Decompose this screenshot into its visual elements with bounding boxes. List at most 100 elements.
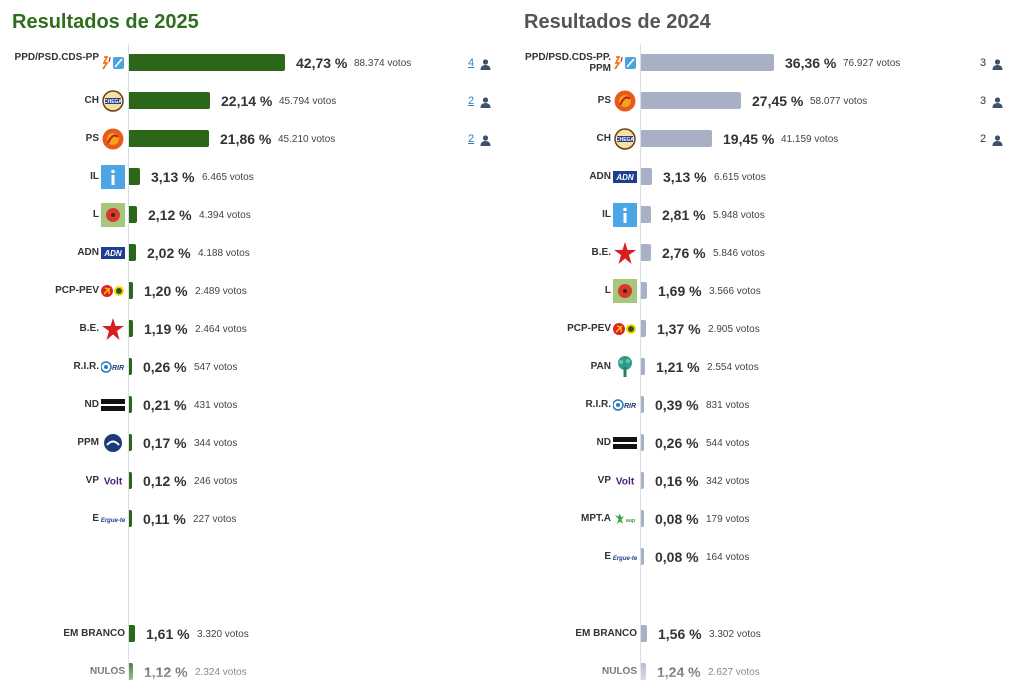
party-name: PCP-PEV — [567, 323, 611, 334]
result-row-e: E Ergue-te 0,11 % 227 votos — [0, 505, 500, 533]
livre-logo — [613, 279, 637, 303]
votes-label: 5.948 votos — [713, 210, 765, 221]
chega-logo: CHEGA — [613, 127, 637, 151]
result-row-b-e: B.E. 1,19 % 2.464 votos — [0, 315, 500, 343]
result-bar — [641, 282, 647, 299]
result-row-pan: PAN 1,21 % 2.554 votos — [512, 353, 1012, 381]
party-name: CH — [596, 133, 611, 144]
percentage-label: 0,39 % — [655, 397, 699, 413]
result-bar — [641, 396, 644, 413]
result-row-adn: ADN ADN 2,02 % 4.188 votos — [0, 239, 500, 267]
be-logo — [613, 241, 637, 265]
ppm-logo — [101, 431, 125, 455]
result-row-il: IL 3,13 % 6.465 votos — [0, 163, 500, 191]
result-row-l: L 2,12 % 4.394 votos — [0, 201, 500, 229]
percentage-label: 1,37 % — [657, 321, 701, 337]
percentage-label: 27,45 % — [752, 93, 804, 109]
result-bar — [129, 206, 137, 223]
results-2025-panel: Resultados de 2025 PPD/PSD.CDS-PP 42,73 %… — [0, 0, 500, 680]
percentage-label: 1,21 % — [656, 359, 700, 375]
votes-label: 246 votos — [194, 476, 238, 487]
seats-count: 2 — [980, 133, 987, 145]
result-row-ppd-psd-cds-pp: PPD/PSD.CDS-PP 42,73 % 88.374 votos 4 — [0, 49, 500, 77]
result-bar — [641, 92, 741, 109]
party-name: IL — [602, 209, 611, 220]
party-name: VP — [597, 475, 611, 486]
percentage-label: 2,12 % — [148, 207, 192, 223]
votes-label: 5.846 votos — [713, 248, 765, 259]
votes-label: 4.394 votos — [199, 210, 251, 221]
chega-logo: CHEGA — [101, 89, 125, 113]
ps-logo — [101, 127, 125, 151]
pan-logo — [613, 355, 637, 379]
seats-count[interactable]: 2 — [468, 95, 475, 107]
percentage-label: 0,17 % — [143, 435, 187, 451]
result-row-pcp-pev: PCP-PEV 1,37 % 2.905 votos — [512, 315, 1012, 343]
percentage-label: 0,08 % — [655, 511, 699, 527]
result-bar — [129, 663, 133, 680]
result-bar — [641, 168, 652, 185]
seat-person-icon — [480, 57, 491, 70]
percentage-label: 0,12 % — [143, 473, 187, 489]
mpt-logo: aap — [613, 507, 637, 531]
votes-label: 544 votos — [706, 438, 750, 449]
percentage-label: 0,08 % — [655, 549, 699, 565]
party-name: NULOS — [602, 666, 637, 677]
party-name: L — [92, 209, 99, 220]
nd-logo — [101, 393, 125, 417]
livre-logo — [101, 203, 125, 227]
svg-text:ADN: ADN — [103, 249, 122, 258]
percentage-label: 0,11 % — [143, 511, 186, 527]
percentage-label: 0,16 % — [655, 473, 699, 489]
votes-label: 45.794 votos — [279, 96, 337, 107]
result-bar — [129, 92, 210, 109]
result-bar — [641, 663, 646, 680]
party-name: B.E. — [79, 323, 99, 334]
votes-label: 3.320 votos — [197, 629, 249, 640]
result-row-r-i-r: R.I.R. RIR 0,39 % 831 votos — [512, 391, 1012, 419]
party-name: ND — [596, 437, 611, 448]
result-row-nd: ND 0,26 % 544 votos — [512, 429, 1012, 457]
percentage-label: 1,12 % — [144, 664, 188, 680]
result-row-nulos: NULOS 1,12 % 2.324 votos — [0, 658, 500, 686]
percentage-label: 22,14 % — [221, 93, 273, 109]
party-name: EM BRANCO — [575, 628, 637, 639]
result-row-ps: PS 21,86 % 45.210 votos 2 — [0, 125, 500, 153]
cdu-logo — [613, 317, 637, 341]
party-name: ADN — [77, 247, 99, 258]
votes-label: 227 votos — [193, 514, 237, 525]
il-logo — [101, 165, 125, 189]
party-name: L — [604, 285, 611, 296]
result-bar — [641, 244, 651, 261]
votes-label: 76.927 votos — [843, 58, 901, 69]
result-row-b-e: B.E. 2,76 % 5.846 votos — [512, 239, 1012, 267]
votes-label: 342 votos — [706, 476, 750, 487]
percentage-label: 2,02 % — [147, 245, 191, 261]
svg-text:ADN: ADN — [615, 173, 634, 182]
percentage-label: 0,26 % — [143, 359, 187, 375]
result-row-ppm: PPM 0,17 % 344 votos — [0, 429, 500, 457]
votes-label: 2.324 votos — [195, 667, 247, 678]
result-row-nd: ND 0,21 % 431 votos — [0, 391, 500, 419]
seats-count[interactable]: 4 — [468, 57, 475, 69]
baseline-axis — [128, 44, 129, 680]
result-bar — [641, 130, 712, 147]
percentage-label: 0,21 % — [143, 397, 187, 413]
votes-label: 2.464 votos — [195, 324, 247, 335]
votes-label: 2.489 votos — [195, 286, 247, 297]
svg-text:RIR: RIR — [112, 365, 124, 372]
baseline-axis — [640, 44, 641, 680]
cdu-logo — [101, 279, 125, 303]
party-name: ADN — [589, 171, 611, 182]
percentage-label: 36,36 % — [785, 55, 837, 71]
result-row-vp: VP Volt 0,12 % 246 votos — [0, 467, 500, 495]
percentage-label: 2,76 % — [662, 245, 706, 261]
result-row-pcp-pev: PCP-PEV 1,20 % 2.489 votos — [0, 277, 500, 305]
votes-label: 164 votos — [706, 552, 750, 563]
party-name: E — [604, 551, 611, 562]
result-bar — [641, 548, 644, 565]
result-bar — [641, 206, 651, 223]
percentage-label: 1,69 % — [658, 283, 702, 299]
seats-count[interactable]: 2 — [468, 133, 475, 145]
result-bar — [641, 54, 774, 71]
